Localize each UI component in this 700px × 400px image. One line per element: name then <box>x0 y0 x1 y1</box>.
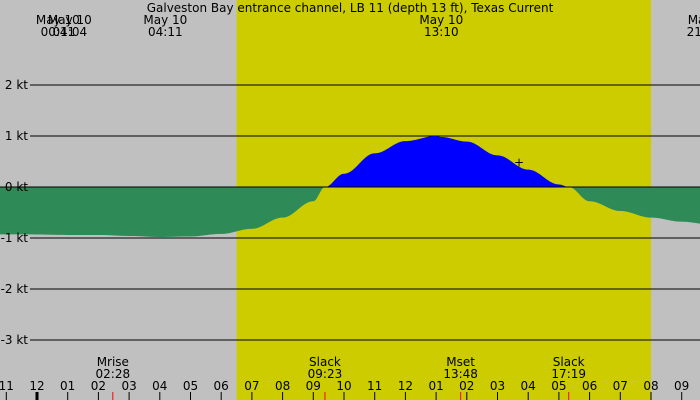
hour-label: 08 <box>275 379 290 393</box>
top-time-label: 21:2 <box>687 25 700 39</box>
hour-label: 01 <box>60 379 75 393</box>
hour-label: 07 <box>244 379 259 393</box>
hour-label: 05 <box>551 379 566 393</box>
event-name-label: Mrise <box>97 355 129 369</box>
hour-label: 04 <box>521 379 536 393</box>
top-time-label: 13:10 <box>424 25 459 39</box>
current-area <box>0 136 700 237</box>
hour-label: 03 <box>121 379 136 393</box>
top-date-label: May 10 <box>143 13 187 27</box>
hour-label: 10 <box>336 379 351 393</box>
event-name-label: Slack <box>553 355 585 369</box>
hour-label: 09 <box>306 379 321 393</box>
chart-title: Galveston Bay entrance channel, LB 11 (d… <box>147 1 554 15</box>
y-tick-label: 2 kt <box>5 78 28 92</box>
ebb-current-area <box>0 187 700 237</box>
top-date-label: May 10 <box>48 13 92 27</box>
hour-label: 11 <box>0 379 14 393</box>
hour-ticks <box>5 392 683 400</box>
chart-labels: 2 kt1 kt0 kt-1 kt-2 kt-3 kt+May 1000:41M… <box>0 13 700 393</box>
hour-label: 06 <box>214 379 229 393</box>
hour-label: 05 <box>183 379 198 393</box>
event-name-label: Slack <box>309 355 341 369</box>
top-time-label: 00:41 <box>41 25 76 39</box>
y-tick-label: 0 kt <box>5 180 28 194</box>
hour-label: 01 <box>428 379 443 393</box>
hour-label: 02 <box>459 379 474 393</box>
flood-current-area <box>0 136 700 187</box>
top-time-label: 04:11 <box>148 25 183 39</box>
event-time-label: 13:48 <box>443 367 478 381</box>
event-time-label: 17:19 <box>551 367 586 381</box>
event-time-label: 02:28 <box>96 367 131 381</box>
hour-label: 12 <box>398 379 413 393</box>
y-tick-label: -1 kt <box>1 231 29 245</box>
top-date-label: May 10 <box>36 13 80 27</box>
y-tick-label: 1 kt <box>5 129 28 143</box>
top-date-label: May <box>688 13 700 27</box>
hour-label: 07 <box>613 379 628 393</box>
current-time-marker: + <box>514 156 524 170</box>
hour-label: 04 <box>152 379 167 393</box>
top-time-label: 01:04 <box>53 25 88 39</box>
y-tick-label: -2 kt <box>1 282 29 296</box>
top-date-label: May 10 <box>419 13 463 27</box>
hour-label: 09 <box>674 379 689 393</box>
hour-label: 12 <box>29 379 44 393</box>
hour-label: 06 <box>582 379 597 393</box>
hour-label: 02 <box>91 379 106 393</box>
hour-label: 08 <box>643 379 658 393</box>
event-time-label: 09:23 <box>308 367 343 381</box>
hour-label: 03 <box>490 379 505 393</box>
event-name-label: Mset <box>446 355 475 369</box>
y-tick-label: -3 kt <box>1 333 29 347</box>
hour-label: 11 <box>367 379 382 393</box>
